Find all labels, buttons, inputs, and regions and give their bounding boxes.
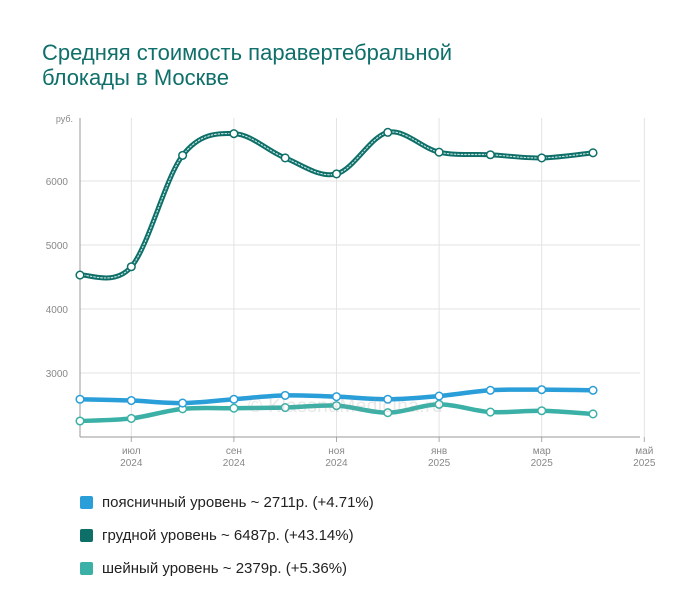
legend: поясничный уровень ~ 2711р. (+4.71%) гру… [80,486,374,585]
grid [80,118,645,437]
data-point-cervical [537,406,547,416]
legend-label-cervical: шейный уровень ~ 2379р. (+5.36%) [102,560,348,577]
data-point-lumbar [75,394,85,404]
x-tick-label-year: 2025 [633,458,656,469]
legend-item-cervical[interactable]: шейный уровень ~ 2379р. (+5.36%) [80,552,374,585]
x-tick-label-year: 2025 [531,458,554,469]
data-point-lumbar [229,394,239,404]
data-point-cervical [383,408,393,418]
data-point-thoracic [434,147,444,157]
watermark: © KlassnaMedicina.ru [248,396,444,417]
axes: 3000400050006000руб.июл2024сен2024ноя202… [46,114,656,469]
legend-swatch-cervical [80,562,93,575]
chart-title: Средняя стоимость паравертебральной блок… [42,40,662,90]
data-point-cervical [126,413,136,423]
chart-title-line-1: Средняя стоимость паравертебральной [42,40,453,65]
data-point-cervical [331,401,342,411]
x-tick-label-year: 2024 [120,458,143,469]
data-point-thoracic [229,129,239,139]
legend-item-thoracic[interactable]: грудной уровень ~ 6487р. (+43.14%) [80,519,374,552]
data-point-thoracic [126,262,136,272]
data-point-cervical [75,416,85,426]
x-tick-label-year: 2025 [428,458,451,469]
x-tick-label-month: сен [226,446,242,457]
y-tick-label: 3000 [46,369,69,380]
data-point-cervical [280,403,290,413]
legend-swatch-thoracic [80,529,93,542]
data-point-thoracic [537,153,547,163]
data-point-lumbar [126,395,136,406]
data-point-thoracic [485,150,495,160]
x-tick-label-month: ноя [328,446,345,457]
data-point-thoracic [383,127,393,137]
data-point-thoracic [331,169,342,179]
data-point-cervical [229,403,239,413]
x-tick-label-month: май [635,446,653,457]
legend-label-lumbar: поясничный уровень ~ 2711р. (+4.71%) [102,494,374,511]
data-point-lumbar [485,385,495,395]
x-tick-label-year: 2024 [223,458,246,469]
x-tick-label-month: мар [533,446,551,457]
data-points [75,127,598,426]
legend-label-thoracic: грудной уровень ~ 6487р. (+43.14%) [102,527,354,544]
chart-title-line-2: блокады в Москве [42,65,229,90]
data-point-lumbar [331,392,342,402]
data-point-thoracic [588,148,598,158]
data-point-lumbar [383,394,393,404]
data-point-thoracic [280,153,290,163]
data-point-lumbar [280,390,290,400]
data-point-thoracic [75,270,85,280]
data-point-lumbar [178,398,188,408]
data-point-cervical [485,407,495,417]
x-tick-label-year: 2024 [325,458,348,469]
legend-item-lumbar[interactable]: поясничный уровень ~ 2711р. (+4.71%) [80,486,374,519]
legend-swatch-lumbar [80,496,93,509]
y-unit-label: руб. [56,114,73,124]
x-tick-label-month: янв [431,446,447,457]
x-tick-label-month: июл [122,446,141,457]
y-tick-label: 6000 [46,177,69,188]
data-point-lumbar [537,385,547,395]
data-point-cervical [588,409,598,419]
data-point-thoracic [178,150,188,160]
data-point-lumbar [588,385,598,395]
y-tick-label: 5000 [46,241,69,252]
line-chart: 3000400050006000руб.июл2024сен2024ноя202… [46,114,656,469]
data-point-lumbar [434,391,444,401]
y-tick-label: 4000 [46,305,69,316]
